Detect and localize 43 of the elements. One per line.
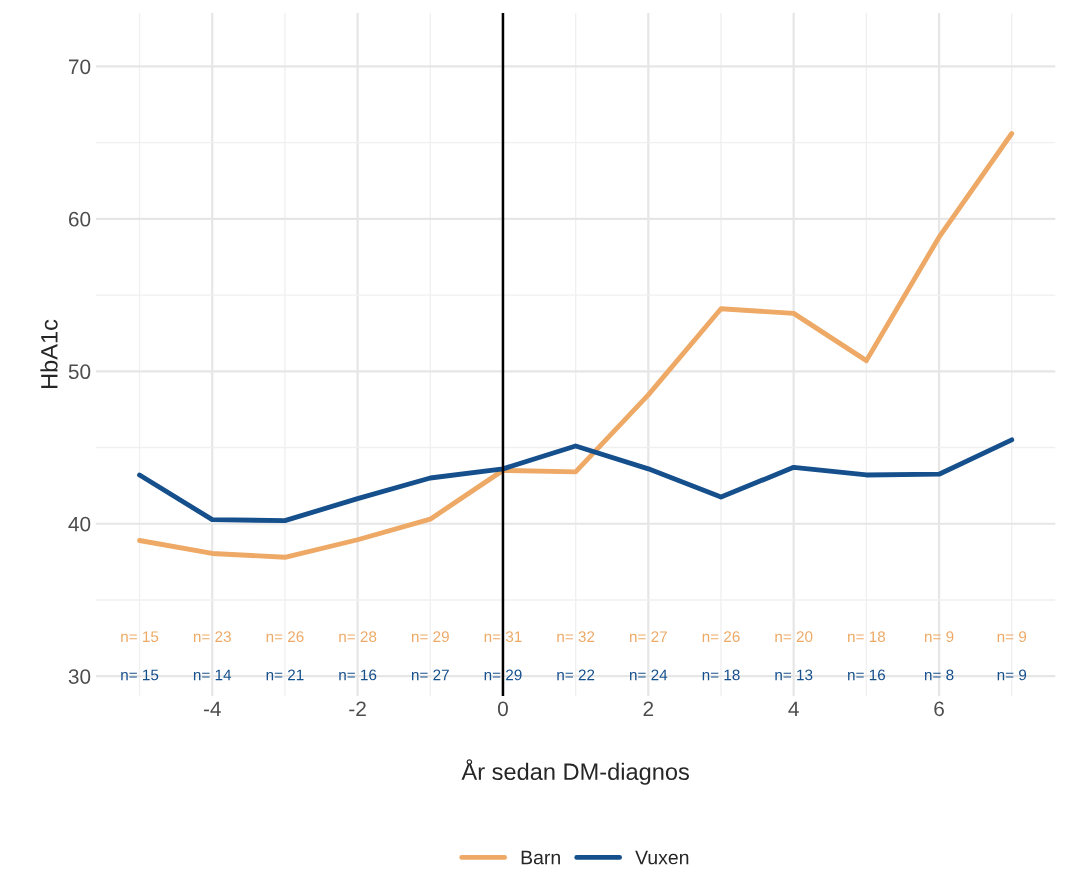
annotation: n= 16 (848, 669, 886, 681)
line-series (137, 437, 1015, 524)
y-tick-label: 40 (68, 516, 91, 532)
annotation: n= 27 (411, 669, 449, 681)
y-tick-label: 70 (68, 59, 91, 75)
y-tick-label: 50 (68, 364, 91, 380)
annotation: n= 18 (702, 669, 740, 681)
annotation: n= 29 (484, 669, 522, 681)
annotation: n= 13 (775, 669, 813, 681)
annotation: n= 15 (121, 669, 159, 681)
annotation: n= 32 (557, 631, 595, 643)
annotation: n= 26 (702, 631, 740, 643)
annotation: n= 24 (630, 669, 668, 681)
annotation: n= 27 (630, 631, 667, 642)
annotation: n= 9 (924, 631, 954, 643)
annotation: n= 15 (121, 631, 159, 643)
legend-label: Barn (521, 850, 560, 865)
annotation: n= 9 (997, 669, 1027, 681)
x-axis-title: År sedan DM-diagnos (461, 759, 689, 785)
x-tick-label: 4 (788, 701, 799, 716)
x-tick-label: -2 (349, 701, 366, 716)
y-axis-title: HbA1c (40, 319, 58, 389)
legend-label: Vuxen (635, 850, 689, 865)
annotation: n= 20 (775, 631, 813, 643)
annotation: n= 14 (193, 669, 232, 681)
annotation: n= 26 (266, 631, 304, 643)
annotation: n= 16 (339, 669, 377, 681)
annotation: n= 29 (411, 631, 449, 643)
x-tick-label: -4 (203, 701, 221, 716)
x-tick-label: 0 (497, 701, 508, 717)
line-series (137, 131, 1015, 560)
y-tick-label: 30 (68, 669, 91, 684)
annotation: n= 9 (997, 631, 1027, 643)
annotation: n= 22 (557, 669, 595, 681)
annotation: n= 31 (484, 631, 522, 643)
x-tick-label: 2 (643, 701, 654, 716)
annotation: n= 18 (848, 631, 886, 643)
annotation: n= 28 (339, 631, 377, 643)
annotation: n= 23 (193, 631, 231, 643)
annotation: n= 8 (924, 669, 954, 681)
annotation: n= 21 (266, 669, 304, 681)
y-tick-label: 60 (68, 211, 91, 227)
x-tick-label: 6 (934, 701, 944, 717)
